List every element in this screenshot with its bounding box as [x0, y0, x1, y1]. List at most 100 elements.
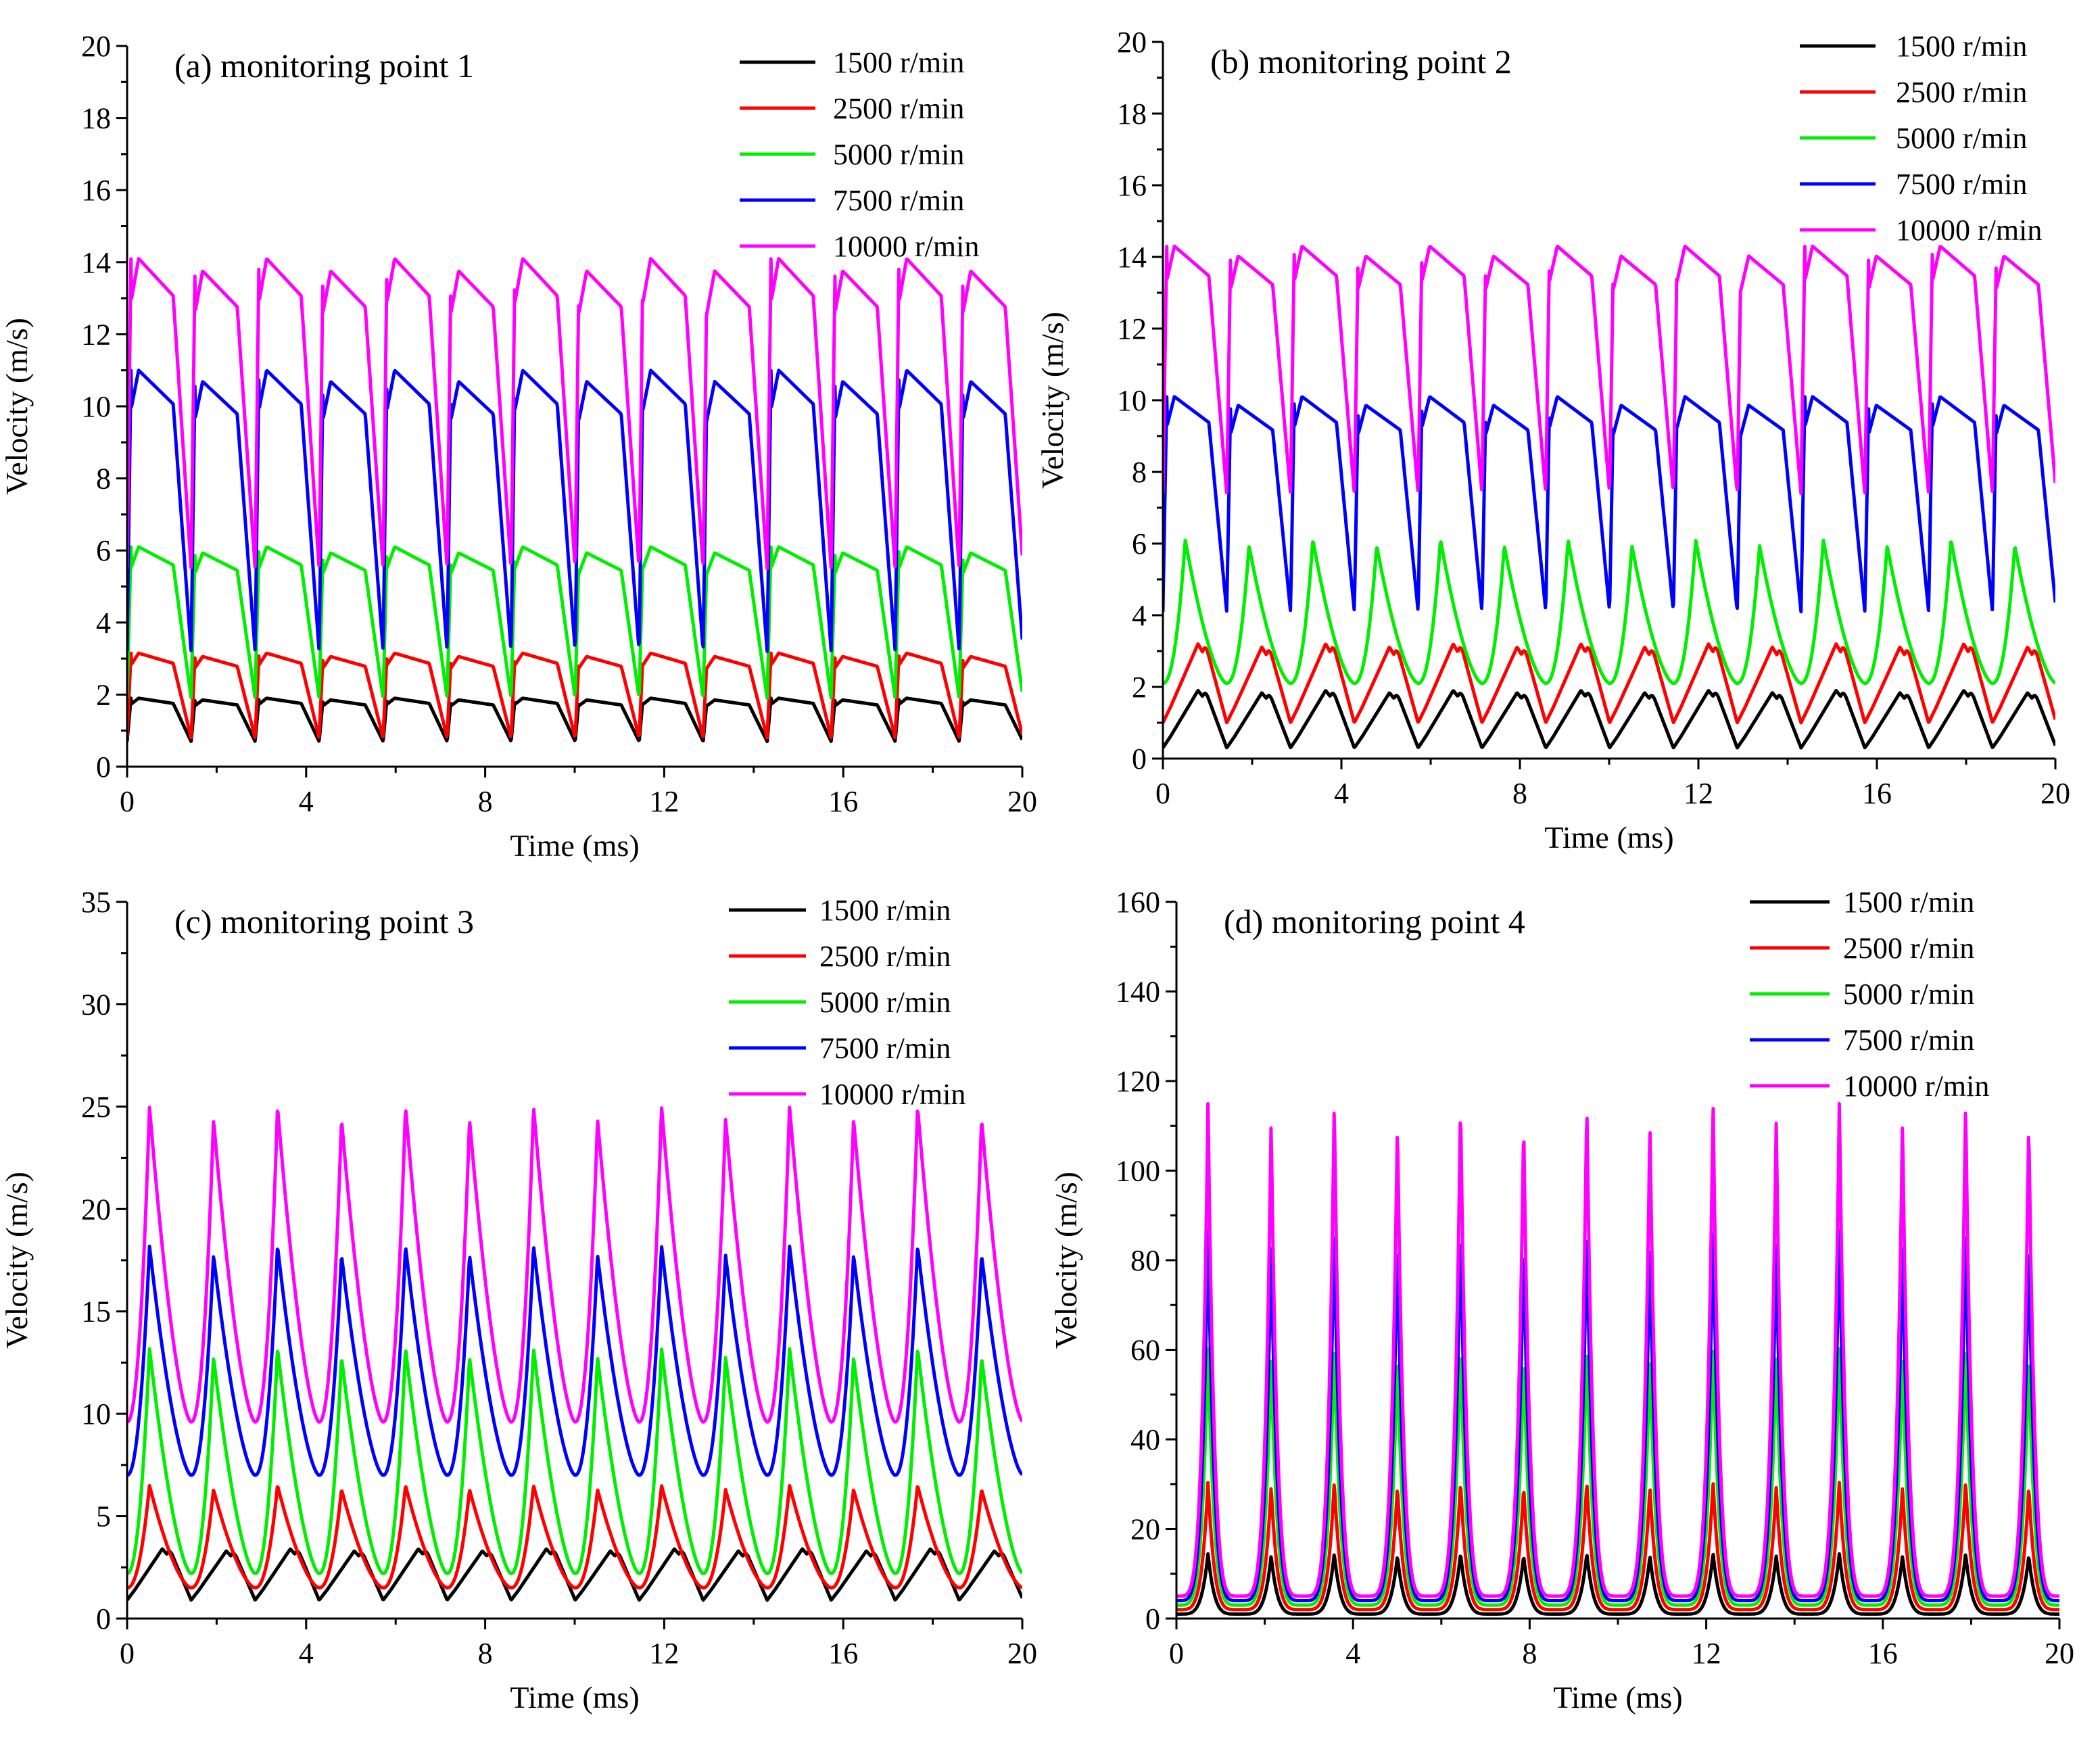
y-tick-label: 160: [1116, 886, 1160, 919]
series-line-2500-rpm: [127, 1484, 1022, 1590]
y-tick-label: 0: [1132, 742, 1147, 775]
series-line-7500-rpm: [127, 1245, 1022, 1477]
y-axis-label: Velocity (m/s): [1035, 312, 1070, 489]
legend-label: 2500 r/min: [819, 940, 951, 973]
panel-title: (a) monitoring point 1: [174, 47, 474, 85]
x-axis-label: Time (ms): [510, 828, 639, 863]
y-tick-label: 5: [96, 1500, 111, 1533]
legend-label: 1500 r/min: [833, 46, 964, 79]
legend-label: 1500 r/min: [819, 894, 951, 927]
legend-label: 1500 r/min: [1843, 886, 1974, 919]
legend-label: 10000 r/min: [819, 1078, 965, 1111]
y-tick-label: 10: [1117, 384, 1147, 417]
y-tick-label: 80: [1130, 1244, 1160, 1277]
y-tick-label: 60: [1130, 1334, 1160, 1367]
legend-label: 7500 r/min: [1843, 1024, 1974, 1057]
series-line-10000-rpm: [127, 257, 1022, 571]
y-tick-label: 30: [81, 988, 111, 1021]
series-line-7500-rpm: [1176, 1228, 2059, 1602]
x-axis-label: Time (ms): [1544, 820, 1673, 855]
y-tick-label: 0: [96, 1602, 111, 1635]
x-tick-label: 4: [1334, 777, 1349, 810]
legend-label: 10000 r/min: [1896, 214, 2042, 247]
y-tick-label: 16: [81, 174, 111, 207]
legend: 1500 r/min 2500 r/min 5000 r/min 7500 r/min…: [1800, 30, 2042, 247]
series-group: [127, 1105, 1022, 1602]
y-tick-label: 15: [81, 1295, 111, 1329]
legend-label: 2500 r/min: [1843, 932, 1974, 965]
series-line-5000-rpm: [1163, 538, 2055, 686]
series-line-2500-rpm: [127, 651, 1022, 740]
y-tick-label: 10: [81, 390, 111, 423]
series-line-5000-rpm: [127, 1347, 1022, 1575]
legend-label: 2500 r/min: [833, 92, 964, 125]
legend-label: 10000 r/min: [833, 230, 979, 263]
x-tick-label: 8: [478, 785, 493, 818]
series-line-1500-rpm: [127, 696, 1022, 744]
y-tick-label: 20: [1130, 1513, 1160, 1546]
x-axis-label: Time (ms): [1553, 1680, 1682, 1715]
y-tick-label: 25: [81, 1091, 111, 1124]
x-axis-label: Time (ms): [510, 1680, 639, 1715]
legend-label: 5000 r/min: [833, 138, 964, 171]
y-tick-label: 0: [1145, 1602, 1160, 1635]
x-tick-label: 4: [299, 1637, 314, 1670]
panel-title: (d) monitoring point 4: [1224, 903, 1525, 940]
y-tick-label: 18: [81, 102, 111, 135]
series-line-2500-rpm: [1163, 642, 2055, 725]
y-tick-label: 6: [96, 534, 111, 567]
y-tick-label: 16: [1117, 169, 1147, 202]
legend-label: 5000 r/min: [819, 986, 951, 1019]
x-tick-label: 20: [1007, 1637, 1037, 1670]
y-tick-label: 20: [81, 1193, 111, 1226]
y-tick-label: 18: [1117, 97, 1147, 130]
y-tick-label: 10: [81, 1397, 111, 1431]
y-tick-label: 8: [96, 462, 111, 496]
series-line-10000-rpm: [1176, 1102, 2059, 1598]
y-tick-label: 2: [96, 678, 111, 711]
x-tick-label: 0: [120, 785, 135, 818]
legend: 1500 r/min 2500 r/min 5000 r/min 7500 r/min…: [740, 46, 979, 263]
x-tick-label: 20: [1007, 785, 1037, 818]
y-tick-label: 14: [81, 246, 111, 279]
x-tick-label: 16: [1868, 1637, 1898, 1670]
y-tick-label: 20: [81, 30, 111, 63]
y-axis-label: Velocity (m/s): [0, 318, 34, 495]
y-tick-label: 0: [96, 750, 111, 784]
series-group: [1176, 1102, 2059, 1616]
series-group: [1163, 244, 2055, 750]
series-line-7500-rpm: [1163, 395, 2055, 614]
y-tick-label: 12: [1117, 312, 1147, 345]
x-tick-label: 0: [1169, 1637, 1184, 1670]
x-tick-label: 20: [2041, 777, 2070, 810]
series-line-10000-rpm: [127, 1105, 1022, 1424]
x-tick-label: 12: [1684, 777, 1713, 810]
x-tick-label: 8: [1522, 1637, 1537, 1670]
y-tick-label: 2: [1132, 671, 1147, 704]
series-line-2500-rpm: [1176, 1481, 2059, 1612]
x-tick-label: 0: [1155, 777, 1170, 810]
y-tick-label: 14: [1117, 241, 1147, 274]
series-line-10000-rpm: [1163, 244, 2055, 496]
y-tick-label: 40: [1130, 1423, 1160, 1456]
legend: 1500 r/min 2500 r/min 5000 r/min 7500 r/min…: [1750, 886, 1989, 1103]
panel-title: (b) monitoring point 2: [1210, 43, 1512, 80]
legend-label: 7500 r/min: [1896, 168, 2027, 201]
y-tick-label: 20: [1117, 26, 1147, 59]
series-line-7500-rpm: [127, 368, 1022, 653]
x-tick-label: 20: [2045, 1637, 2074, 1670]
series-line-1500-rpm: [1163, 688, 2055, 750]
x-tick-label: 16: [828, 785, 858, 818]
y-tick-label: 4: [1132, 599, 1147, 632]
legend-label: 5000 r/min: [1843, 978, 1974, 1011]
x-tick-label: 12: [1692, 1637, 1721, 1670]
x-tick-label: 8: [1512, 777, 1527, 810]
x-tick-label: 8: [478, 1637, 493, 1670]
series-group: [127, 257, 1022, 744]
y-tick-label: 4: [96, 606, 111, 640]
legend-label: 7500 r/min: [833, 184, 964, 217]
y-tick-label: 12: [81, 318, 111, 351]
y-tick-label: 140: [1116, 976, 1160, 1009]
y-tick-label: 35: [81, 886, 111, 919]
